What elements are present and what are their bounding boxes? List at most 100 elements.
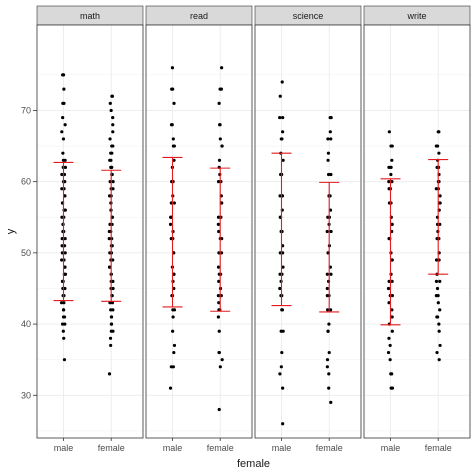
data-point (63, 237, 67, 241)
data-point (110, 151, 114, 155)
data-point (109, 343, 113, 348)
data-point (61, 329, 65, 333)
data-point (437, 329, 441, 333)
y-axis-title: y (5, 228, 17, 234)
data-point (168, 386, 173, 390)
data-point (217, 101, 221, 105)
data-point (281, 265, 285, 269)
data-point (61, 73, 65, 77)
data-point (170, 66, 175, 70)
data-point (216, 265, 221, 269)
data-point (327, 372, 331, 376)
data-point (278, 286, 282, 291)
data-point (63, 322, 67, 326)
data-point (63, 208, 67, 212)
data-point (171, 315, 175, 319)
data-point (326, 151, 331, 155)
data-point (389, 386, 393, 390)
data-point (63, 265, 67, 269)
data-point (281, 158, 285, 162)
data-point (389, 372, 393, 376)
data-point (61, 158, 66, 162)
data-point (217, 350, 221, 355)
data-point (281, 422, 285, 426)
data-point (110, 301, 115, 305)
data-point (389, 272, 393, 276)
data-point (387, 279, 391, 283)
data-point (60, 172, 64, 177)
panel-background (255, 25, 361, 438)
data-point (325, 229, 329, 234)
data-point (325, 365, 329, 369)
data-point (63, 194, 67, 198)
data-point (216, 315, 220, 319)
data-point (278, 94, 282, 98)
data-point (387, 165, 391, 170)
data-point (108, 158, 112, 162)
data-point (220, 144, 224, 148)
data-point (220, 237, 224, 241)
data-point (60, 215, 64, 219)
data-point (278, 115, 282, 120)
data-point (280, 137, 284, 141)
data-point (60, 322, 65, 326)
data-point (327, 386, 331, 390)
y-tick-label: 50 (21, 248, 31, 258)
data-point (62, 301, 66, 305)
data-point (390, 180, 394, 184)
data-point (171, 308, 175, 312)
data-point (390, 279, 394, 283)
panel-border (363, 24, 471, 439)
data-point (278, 372, 282, 376)
data-point (110, 94, 114, 98)
facet-panel-write: write male female (363, 5, 471, 453)
data-point (436, 301, 440, 305)
data-point (61, 115, 65, 120)
y-tick-label: 60 (21, 177, 31, 187)
facet-panel-read: read male female (145, 5, 253, 453)
data-point (217, 279, 221, 283)
data-point (388, 343, 392, 348)
data-point (111, 308, 115, 312)
data-point (107, 237, 111, 241)
data-point (217, 158, 222, 162)
data-point (216, 180, 221, 184)
data-point (111, 180, 115, 184)
data-point (325, 358, 330, 362)
data-point (108, 301, 112, 305)
data-point (171, 137, 175, 141)
y-tick-label: 40 (21, 319, 31, 329)
data-point (279, 329, 283, 333)
x-tick-label: female (425, 443, 452, 453)
data-point (387, 301, 391, 305)
data-point (390, 293, 394, 298)
data-point (63, 251, 67, 255)
data-point (110, 144, 114, 148)
data-point (386, 286, 391, 291)
panel-border (145, 24, 253, 439)
data-point (326, 137, 330, 141)
y-axis: 30 40 50 60 70 (21, 105, 37, 400)
data-point (60, 244, 64, 248)
data-point (63, 123, 67, 127)
data-point (216, 215, 221, 219)
x-tick-label: male (163, 443, 183, 453)
data-point (62, 336, 66, 340)
data-point (328, 130, 332, 134)
data-point (108, 336, 113, 340)
data-point (387, 130, 391, 134)
y-tick-label: 70 (21, 105, 31, 115)
data-point (60, 187, 64, 191)
data-point (280, 308, 284, 312)
data-point (172, 101, 176, 105)
data-point (61, 151, 65, 155)
data-point (325, 293, 329, 298)
data-point (63, 165, 68, 170)
data-point (435, 315, 439, 319)
panel-background (146, 25, 252, 438)
panel-border (254, 24, 362, 439)
data-point (390, 158, 394, 162)
data-point (329, 272, 333, 276)
facet-strip-label: science (293, 11, 324, 21)
data-point (435, 286, 440, 291)
